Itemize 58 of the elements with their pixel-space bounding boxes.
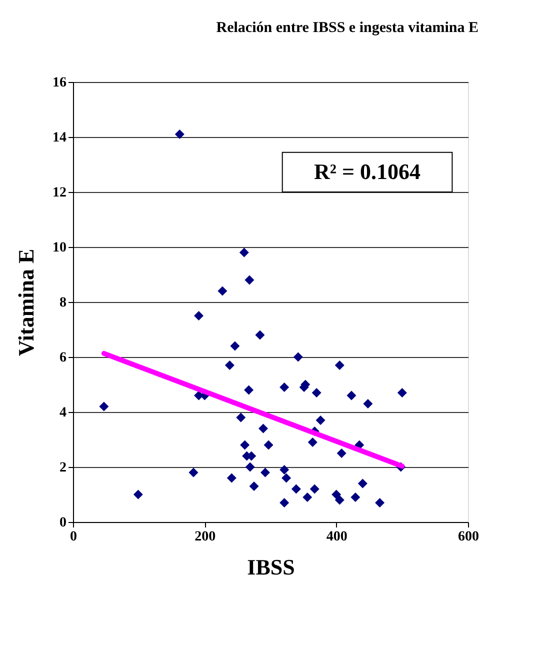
point [358,478,368,488]
point [194,311,204,320]
point [336,448,346,458]
point [188,468,198,478]
point [244,275,254,285]
point [302,492,312,502]
point [308,438,318,447]
point [375,498,385,508]
point [99,402,109,412]
point [226,473,236,483]
point [249,482,259,491]
point [293,352,303,362]
point [264,440,274,450]
point [240,440,250,450]
x-tick-label: 400 [326,530,348,544]
point [255,330,265,340]
point [224,360,234,370]
chart-title: Relación entre IBSS e ingesta vitamina E [216,20,478,36]
point [239,248,249,258]
point [363,399,373,408]
point [334,495,344,505]
x-tick-label: 600 [458,530,479,544]
point [230,341,240,351]
y-tick-label: 16 [52,76,66,90]
point [280,382,290,392]
y-tick-label: 6 [60,350,66,366]
y-tick-label: 12 [52,186,66,200]
point [397,388,407,398]
y-axis-title: Vitamina E [14,248,38,356]
point [282,473,292,483]
y-tick-label: 10 [52,240,66,256]
point [291,484,301,494]
point [312,388,322,398]
point [218,286,228,296]
point [236,412,246,422]
point [133,490,143,500]
y-tick-label: 8 [60,296,66,310]
point [350,492,360,502]
annotation: R² = 0.1064 [314,159,421,184]
point [332,490,342,500]
point [280,465,290,474]
point [334,360,344,370]
point [280,498,290,508]
point [245,462,255,472]
x-axis-title: IBSS [247,554,295,580]
point [346,390,356,400]
x-tick-label: 0 [70,530,77,544]
y-tick-label: 14 [52,130,66,146]
y-tick-label: 2 [60,460,66,476]
x-tick-label: 200 [194,530,216,544]
point [174,130,184,139]
point [258,424,268,434]
point [316,416,326,425]
point [310,484,320,494]
y-tick-label: 0 [60,516,66,530]
point [260,468,270,478]
point [244,385,254,395]
y-tick-label: 4 [60,406,66,420]
